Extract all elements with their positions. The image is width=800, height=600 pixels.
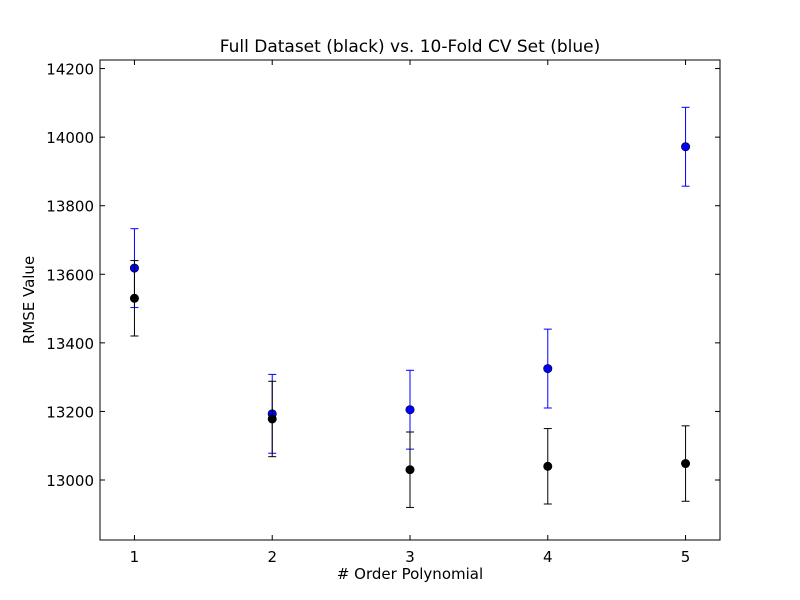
- data-point: [405, 465, 415, 475]
- data-point: [681, 459, 691, 469]
- y-tick-label: 13600: [46, 266, 94, 284]
- y-tick-label: 14200: [46, 61, 94, 79]
- plot-area: 1 2 3 4 5 13000 13200 13400 13600 13800 14000 14200: [46, 60, 720, 566]
- y-tick-label: 13800: [46, 198, 94, 216]
- y-tick-label: 14000: [46, 129, 94, 147]
- data-point: [543, 461, 553, 471]
- y-axis-label: RMSE Value: [20, 256, 38, 344]
- x-tick-label: 5: [681, 548, 691, 566]
- y-tick-label: 13200: [46, 403, 94, 421]
- plot-frame: [99, 59, 721, 541]
- data-point: [405, 405, 415, 415]
- data-point: [681, 142, 691, 152]
- chart-title: Full Dataset (black) vs. 10-Fold CV Set …: [220, 37, 600, 57]
- x-axis-label: # Order Polynomial: [337, 565, 483, 583]
- data-point: [129, 293, 139, 303]
- data-point: [267, 414, 277, 424]
- x-tick-label: 4: [543, 548, 553, 566]
- y-tick-label: 13000: [46, 472, 94, 490]
- x-tick-label: 2: [267, 548, 277, 566]
- x-tick-label: 3: [405, 548, 415, 566]
- x-tick-label: 1: [130, 548, 140, 566]
- y-tick-label: 13400: [46, 335, 94, 353]
- data-point: [543, 364, 553, 374]
